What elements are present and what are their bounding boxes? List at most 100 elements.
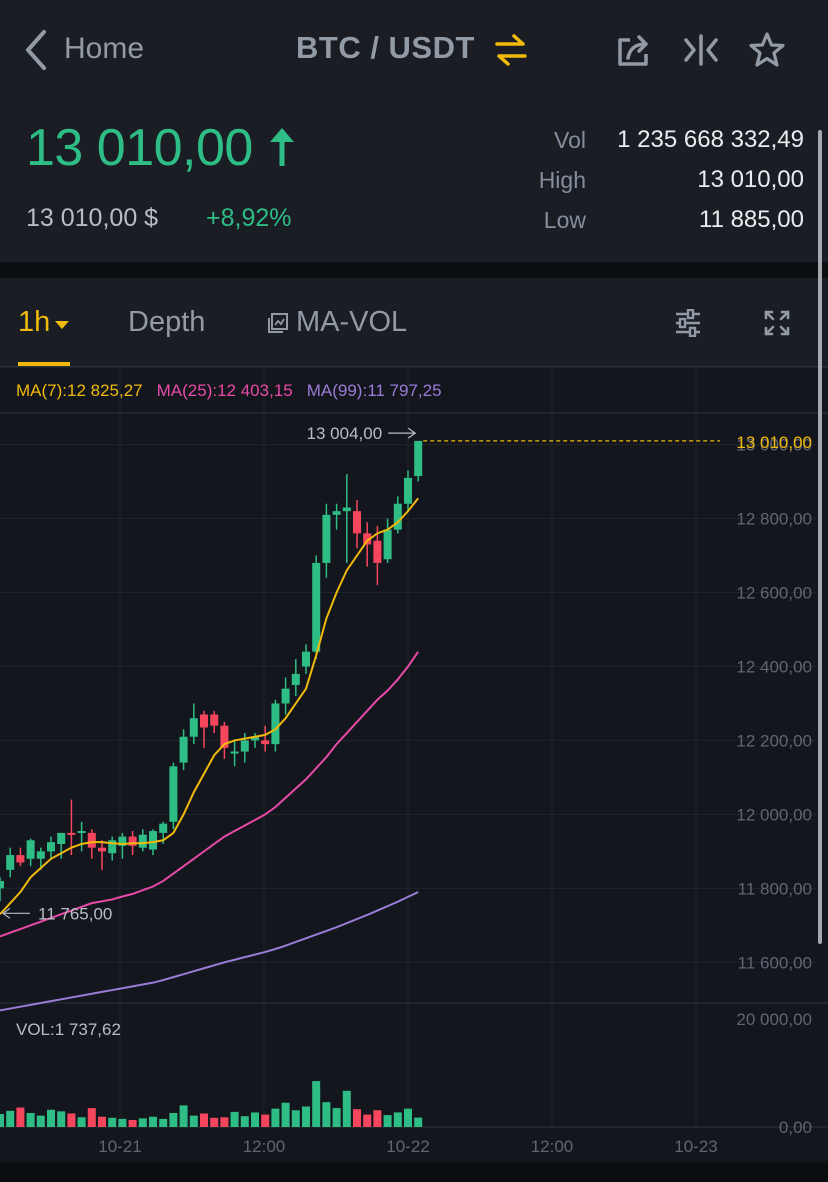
volume-bar bbox=[271, 1108, 280, 1127]
volume-label: VOL:1 737,62 bbox=[16, 1020, 121, 1039]
volume-bar bbox=[26, 1112, 35, 1127]
time-axis-label: 10-21 bbox=[98, 1137, 141, 1156]
candle-body bbox=[87, 832, 96, 848]
price-axis-label: 11 800,00 bbox=[738, 879, 812, 898]
volume-bar bbox=[281, 1102, 290, 1127]
active-tab-indicator bbox=[18, 362, 70, 366]
candle-body bbox=[291, 673, 300, 685]
tab-interval[interactable]: 1h bbox=[18, 306, 51, 338]
candle-body bbox=[230, 751, 239, 754]
tab-depth[interactable]: Depth bbox=[128, 306, 206, 338]
volume-bar bbox=[36, 1115, 45, 1127]
candle-body bbox=[353, 511, 361, 534]
ma25-line bbox=[0, 651, 420, 938]
volume-bar bbox=[179, 1105, 188, 1127]
ticker-panel bbox=[0, 94, 828, 262]
page-title[interactable]: BTC / USDT bbox=[296, 30, 475, 65]
price-axis-label: 12 400,00 bbox=[736, 657, 812, 676]
price-axis-label: 12 600,00 bbox=[736, 584, 812, 603]
volume-bar bbox=[77, 1117, 86, 1127]
volume-bar bbox=[98, 1116, 106, 1127]
low-value: 11 885,00 bbox=[699, 206, 804, 233]
volume-bar bbox=[312, 1081, 321, 1127]
volume-bar bbox=[414, 1117, 423, 1127]
time-axis-label: 12:00 bbox=[243, 1137, 286, 1156]
high-label: High bbox=[538, 167, 586, 193]
candle-body bbox=[281, 688, 290, 704]
volume-bar bbox=[363, 1114, 372, 1127]
time-axis-label: 10-22 bbox=[386, 1137, 429, 1156]
time-axis-label: 10-23 bbox=[674, 1137, 717, 1156]
volume-bar bbox=[149, 1116, 157, 1127]
swap-icon[interactable] bbox=[494, 33, 528, 72]
scrollbar[interactable] bbox=[818, 130, 822, 944]
candle-body bbox=[414, 440, 423, 477]
fullscreen-icon[interactable] bbox=[764, 310, 790, 341]
share-icon[interactable] bbox=[616, 34, 652, 73]
chart-tabs bbox=[0, 278, 828, 367]
volume-bar bbox=[210, 1117, 219, 1127]
compare-icon[interactable] bbox=[682, 34, 720, 71]
caret-down-icon[interactable] bbox=[54, 317, 70, 335]
candle-body bbox=[57, 832, 66, 844]
candle-body bbox=[189, 718, 198, 737]
volume-bar bbox=[291, 1110, 300, 1127]
candle-body bbox=[332, 511, 341, 515]
candle-body bbox=[271, 703, 280, 745]
candle-body bbox=[240, 740, 249, 752]
volume-bar bbox=[230, 1111, 239, 1127]
chevron-left-icon[interactable] bbox=[22, 28, 50, 77]
star-icon[interactable] bbox=[748, 32, 786, 73]
candle-body bbox=[312, 562, 321, 652]
candle-body bbox=[373, 540, 382, 563]
bottom-bar bbox=[0, 1163, 828, 1182]
candle-body bbox=[169, 766, 178, 822]
max-marker-arrow bbox=[407, 427, 417, 439]
back-button[interactable]: Home bbox=[64, 32, 145, 65]
volume-bar bbox=[189, 1115, 198, 1127]
candlestick-chart[interactable]: 13 000,00 12 800,00 12 600,00 12 400,00 12 2… bbox=[0, 367, 828, 1163]
candle-body bbox=[404, 477, 412, 504]
indicator-icon[interactable] bbox=[267, 312, 289, 339]
chart-canvas[interactable]: 13 000,00 12 800,00 12 600,00 12 400,00 12 2… bbox=[0, 367, 828, 1163]
candle-body bbox=[322, 514, 331, 563]
volume-bar bbox=[251, 1112, 259, 1127]
volume-bar bbox=[138, 1118, 147, 1127]
price-axis-label: 12 000,00 bbox=[736, 805, 812, 824]
min-marker-arrow bbox=[1, 907, 11, 919]
candle-body bbox=[0, 880, 4, 889]
volume-bar bbox=[67, 1113, 76, 1127]
tab-ma-vol[interactable]: MA-VOL bbox=[296, 306, 408, 338]
volume-bar bbox=[342, 1090, 351, 1127]
min-price-label: 11 765,00 bbox=[38, 904, 112, 923]
candle-body bbox=[393, 503, 402, 530]
volume-bar bbox=[169, 1112, 178, 1127]
volume-bar bbox=[159, 1118, 168, 1127]
candle-body bbox=[108, 840, 117, 854]
low-label: Low bbox=[543, 207, 586, 233]
candle-body bbox=[128, 836, 137, 846]
candle-body bbox=[6, 855, 15, 870]
volume-bar bbox=[383, 1115, 392, 1127]
settings-sliders-icon[interactable] bbox=[674, 308, 702, 342]
candle-body bbox=[179, 736, 188, 763]
candle-body bbox=[16, 855, 25, 863]
price-axis-label: 12 200,00 bbox=[736, 731, 812, 750]
candle-body bbox=[138, 834, 147, 848]
volume-bar bbox=[128, 1119, 137, 1127]
ma7-line bbox=[0, 497, 419, 915]
candle-body bbox=[251, 736, 259, 741]
volume-bar bbox=[373, 1110, 382, 1127]
volume-bar bbox=[220, 1117, 229, 1127]
volume-bar bbox=[240, 1116, 249, 1127]
ma-legend: MA(7):12 825,27 MA(25):12 403,15 MA(99):11… bbox=[16, 381, 456, 401]
time-axis-label: 12:00 bbox=[531, 1137, 574, 1156]
candle-body bbox=[210, 714, 219, 726]
candle-body bbox=[200, 714, 208, 728]
price-axis-label: 11 600,00 bbox=[738, 953, 812, 972]
volume-bar bbox=[404, 1108, 412, 1127]
arrow-up-icon bbox=[268, 128, 296, 173]
volume-bar bbox=[118, 1118, 127, 1127]
volume-bar bbox=[322, 1102, 331, 1127]
change-percent: +8,92% bbox=[206, 204, 292, 232]
